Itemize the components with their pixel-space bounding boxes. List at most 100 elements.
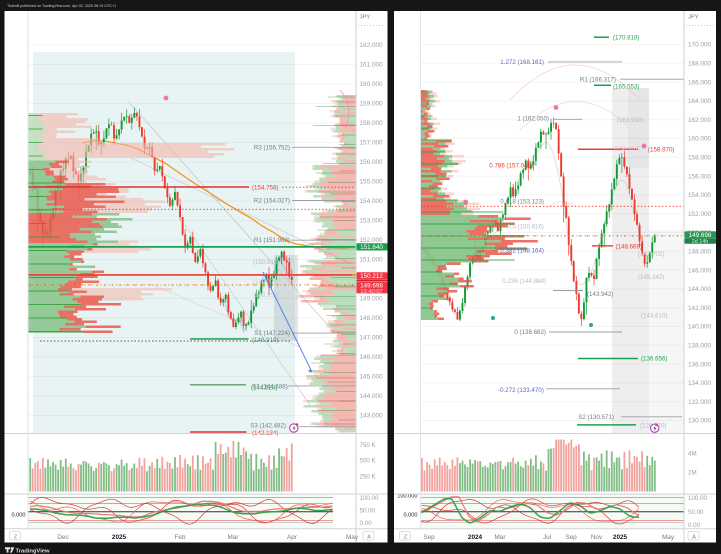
svg-text:(158.067): (158.067) [614, 145, 641, 152]
svg-text:151.640: 151.640 [360, 244, 383, 251]
svg-text:Sep: Sep [565, 534, 577, 541]
svg-text:Dec: Dec [57, 534, 69, 541]
svg-text:250 K: 250 K [360, 473, 377, 480]
svg-text:154.000: 154.000 [360, 198, 384, 205]
svg-text:R2 (154.027): R2 (154.027) [254, 198, 290, 205]
svg-text:132.000: 132.000 [688, 399, 712, 406]
svg-text:S2 (130.571): S2 (130.571) [578, 414, 614, 421]
svg-text:Z: Z [404, 535, 408, 541]
svg-text:156.000: 156.000 [360, 159, 384, 166]
svg-text:151.000: 151.000 [360, 257, 384, 264]
svg-text:143.000: 143.000 [360, 413, 384, 420]
svg-text:Sep: Sep [423, 534, 435, 541]
svg-text:(136.656): (136.656) [641, 356, 668, 363]
svg-text:(143.942): (143.942) [587, 291, 614, 298]
svg-text:168.000: 168.000 [688, 61, 712, 68]
svg-text:750 K: 750 K [360, 442, 377, 449]
svg-text:0.00: 0.00 [360, 520, 373, 527]
svg-text:170.000: 170.000 [688, 42, 712, 49]
svg-text:JPY: JPY [688, 14, 699, 20]
svg-text:157.000: 157.000 [360, 140, 384, 147]
svg-text:Tickmill published on TradingV: Tickmill published on TradingView.com, A… [7, 4, 116, 8]
svg-text:(148.958): (148.958) [253, 292, 280, 299]
svg-text:146.000: 146.000 [688, 267, 712, 274]
svg-text:153.000: 153.000 [360, 218, 384, 225]
svg-text:A: A [367, 535, 371, 541]
svg-text:2M: 2M [688, 470, 697, 477]
svg-text:142.000: 142.000 [688, 305, 712, 312]
svg-text:155.000: 155.000 [360, 179, 384, 186]
svg-text:160.000: 160.000 [688, 136, 712, 143]
svg-text:2024: 2024 [468, 534, 483, 541]
svg-text:R1 (166.317): R1 (166.317) [580, 76, 616, 83]
svg-text:Feb: Feb [174, 534, 185, 541]
svg-text:158.000: 158.000 [360, 120, 384, 127]
svg-text:166.000: 166.000 [688, 79, 712, 86]
svg-text:136.000: 136.000 [688, 361, 712, 368]
svg-text:152.000: 152.000 [360, 237, 384, 244]
svg-text:149.000: 149.000 [360, 296, 384, 303]
svg-text:130.000: 130.000 [688, 418, 712, 425]
svg-text:500 K: 500 K [360, 458, 377, 465]
svg-text:159.000: 159.000 [360, 101, 384, 108]
svg-text:R3 (156.752): R3 (156.752) [254, 144, 290, 151]
svg-text:0.5 (150.816): 0.5 (150.816) [507, 223, 544, 230]
svg-text:100.00: 100.00 [360, 495, 379, 502]
svg-text:2d 14h: 2d 14h [692, 239, 709, 245]
svg-text:(145.142): (145.142) [638, 274, 665, 281]
svg-text:(148.669): (148.669) [616, 244, 643, 251]
svg-text:0.618 (153.123): 0.618 (153.123) [500, 199, 544, 206]
svg-text:144.000: 144.000 [688, 286, 712, 293]
svg-text:100.00: 100.00 [688, 495, 707, 502]
svg-text:0 (138.682): 0 (138.682) [514, 329, 546, 336]
svg-text:0.00: 0.00 [688, 522, 701, 529]
svg-text:150.212: 150.212 [360, 273, 383, 280]
svg-text:(165.553): (165.553) [613, 84, 640, 91]
svg-text:S2 (144.588): S2 (144.588) [252, 384, 288, 391]
svg-text:0.382 (148.164): 0.382 (148.164) [500, 248, 544, 255]
svg-text:146.000: 146.000 [360, 354, 384, 361]
svg-text:May: May [346, 534, 359, 541]
svg-text:Apr: Apr [287, 534, 298, 541]
svg-text:160.000: 160.000 [360, 81, 384, 88]
svg-text:162.000: 162.000 [360, 42, 384, 49]
svg-text:145.000: 145.000 [360, 374, 384, 381]
svg-text:May: May [662, 534, 675, 541]
svg-text:134.000: 134.000 [688, 380, 712, 387]
svg-text:50.00: 50.00 [688, 509, 704, 516]
svg-text:0.236 (144.884): 0.236 (144.884) [502, 278, 546, 285]
svg-text:Jul: Jul [543, 534, 551, 541]
svg-text:Nov: Nov [591, 534, 603, 541]
svg-text:(144.528): (144.528) [251, 384, 278, 391]
svg-text:140.000: 140.000 [688, 324, 712, 331]
svg-text:50.00: 50.00 [360, 507, 376, 514]
svg-text:JPY: JPY [360, 14, 371, 20]
svg-text:158.000: 158.000 [688, 155, 712, 162]
svg-text:(146.910): (146.910) [252, 337, 279, 344]
svg-text:2025: 2025 [112, 534, 127, 541]
svg-text:Z: Z [14, 535, 18, 541]
svg-text:R1 (151.988): R1 (151.988) [254, 237, 290, 244]
svg-text:0.000: 0.000 [404, 513, 418, 519]
svg-text:S1 (147.224): S1 (147.224) [254, 330, 290, 337]
svg-text:161.000: 161.000 [360, 62, 384, 69]
svg-text:152.000: 152.000 [688, 211, 712, 218]
svg-text:(161.910): (161.910) [617, 117, 644, 124]
svg-text:1.272 (168.161): 1.272 (168.161) [500, 59, 544, 66]
svg-text:1 (162.050): 1 (162.050) [517, 116, 549, 123]
svg-text:(154.758): (154.758) [252, 184, 279, 191]
svg-text:4M: 4M [688, 451, 697, 458]
svg-text:13:40:07: 13:40:07 [360, 289, 383, 295]
svg-text:0.000: 0.000 [12, 512, 26, 518]
svg-text:2025: 2025 [613, 534, 628, 541]
svg-text:(147.702): (147.702) [638, 251, 665, 258]
svg-text:162.000: 162.000 [688, 117, 712, 124]
svg-text:164.000: 164.000 [688, 98, 712, 105]
svg-text:148.000: 148.000 [360, 315, 384, 322]
svg-text:148.000: 148.000 [688, 249, 712, 256]
svg-text:147.000: 147.000 [360, 335, 384, 342]
svg-text:(158.870): (158.870) [648, 146, 675, 153]
svg-text:(150.816): (150.816) [253, 259, 280, 266]
svg-text:Mar: Mar [227, 534, 239, 541]
svg-text:A: A [692, 535, 696, 541]
